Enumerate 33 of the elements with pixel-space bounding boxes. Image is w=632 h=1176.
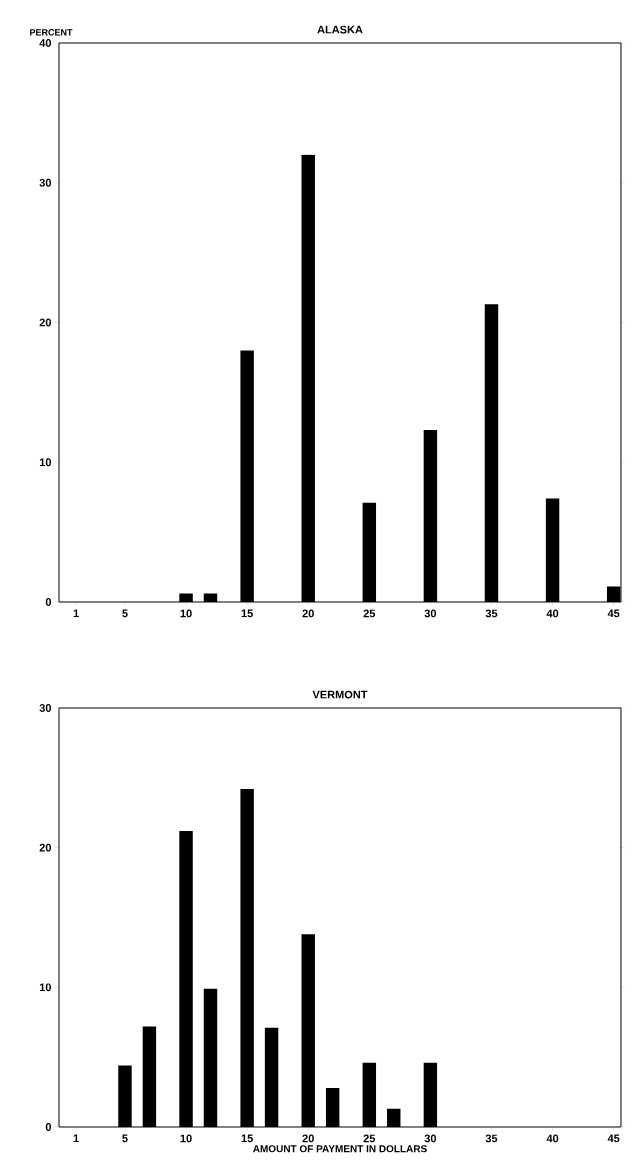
y-tick-label: 20 — [39, 843, 52, 852]
y-tick-label: 30 — [39, 178, 52, 187]
x-tick-label: 45 — [607, 1134, 620, 1143]
y-tick-label: 40 — [39, 39, 52, 47]
x-tick-label: 15 — [241, 1134, 253, 1143]
x-tick-label: 5 — [122, 1134, 128, 1143]
x-tick-label: 40 — [546, 1134, 559, 1143]
x-tick-label: 35 — [485, 609, 498, 618]
x-tick-label: 1 — [73, 1134, 79, 1143]
y-tick-label: 10 — [39, 983, 52, 992]
x-tick-label: 10 — [180, 1134, 192, 1143]
y-tick-label: 20 — [39, 318, 52, 327]
x-axis-title: AMOUNT OF PAYMENT IN DOLLARS — [253, 1145, 427, 1153]
x-tick-label: 10 — [180, 609, 192, 618]
x-tick-label: 15 — [241, 609, 253, 618]
x-tick-label: 25 — [363, 1134, 376, 1143]
chart-title: ALASKA — [317, 25, 363, 34]
y-axis-title: PERCENT — [30, 29, 73, 36]
x-tick-label: 20 — [302, 1134, 314, 1143]
x-tick-label: 1 — [73, 609, 79, 618]
x-tick-label: 30 — [424, 609, 437, 618]
y-tick-label: 30 — [39, 704, 52, 712]
y-tick-label: 0 — [45, 598, 52, 606]
x-tick-label: 25 — [363, 609, 376, 618]
x-tick-label: 45 — [607, 609, 620, 618]
y-tick-label: 0 — [45, 1123, 52, 1131]
chart-title: VERMONT — [312, 690, 368, 699]
x-tick-label: 30 — [424, 1134, 437, 1143]
x-tick-label: 35 — [485, 1134, 498, 1143]
x-tick-label: 5 — [122, 609, 128, 618]
x-tick-label: 40 — [546, 609, 559, 618]
y-tick-label: 10 — [39, 458, 52, 467]
x-tick-label: 20 — [302, 609, 314, 618]
